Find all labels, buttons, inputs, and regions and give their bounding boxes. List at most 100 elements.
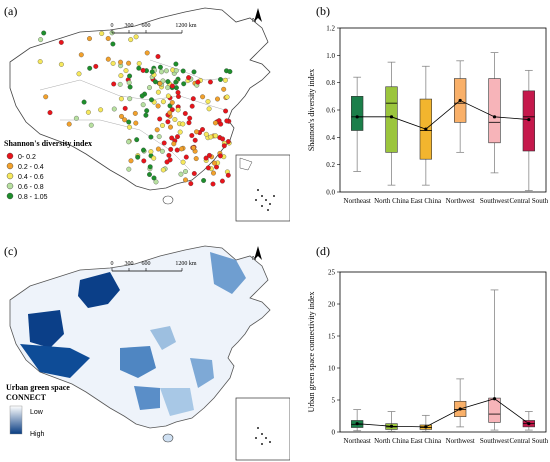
sample-point	[206, 106, 212, 112]
sample-point	[38, 37, 44, 43]
sample-point	[221, 86, 227, 92]
y-tick-label: 1.2	[326, 25, 335, 33]
sample-point	[159, 148, 165, 154]
sample-point	[143, 112, 149, 118]
sample-point	[128, 158, 134, 164]
legend-gradient-c	[9, 405, 23, 435]
sample-point	[133, 120, 139, 126]
panel-label-d: (d)	[316, 244, 330, 258]
sample-point	[136, 65, 142, 71]
legend-a: 0- 0.2 0.2 - 0.4 0.4 - 0.6 0.6 - 0.8 0.8 - 1…	[6, 152, 48, 201]
sample-point	[180, 121, 186, 127]
sample-point	[223, 108, 229, 114]
sample-point	[165, 85, 171, 91]
region-heilongjiang	[210, 252, 246, 294]
mean-point	[492, 115, 497, 119]
scale-tick: 600	[142, 261, 151, 267]
sample-point	[110, 60, 116, 66]
sample-point	[87, 36, 92, 42]
sample-point	[189, 133, 195, 138]
sample-point	[188, 181, 194, 187]
scale-tick: 1200 km	[175, 23, 197, 29]
sample-point	[43, 94, 49, 100]
sample-point	[140, 67, 146, 73]
sample-point	[122, 105, 128, 111]
sample-point	[156, 134, 162, 140]
sample-point	[224, 94, 230, 100]
sample-point	[155, 89, 161, 95]
sample-point	[66, 121, 72, 127]
y-tick-label: 0.6	[326, 107, 335, 115]
region-south	[160, 388, 194, 416]
x-tick-label: North China	[374, 197, 410, 205]
sample-point	[191, 145, 196, 151]
legend-swatch	[6, 182, 14, 190]
south-china-sea-inset-c	[235, 397, 290, 461]
sample-point	[183, 177, 188, 183]
sample-point	[218, 77, 223, 82]
sample-point	[175, 90, 181, 95]
sample-point	[160, 123, 165, 128]
sample-point	[123, 68, 129, 74]
sample-point	[221, 143, 227, 149]
sample-point	[88, 122, 94, 128]
sample-point	[144, 50, 150, 56]
china-outline-a	[9, 7, 271, 205]
sample-point	[154, 127, 160, 133]
sample-point	[126, 139, 132, 145]
chart-b: 0.0 0.2 0.4 0.6 0.8 1.0 1.2 Shannon's diversity…	[307, 25, 549, 206]
sample-point	[186, 120, 192, 126]
sample-point	[167, 110, 173, 116]
y-tick-label: 0.4	[326, 134, 335, 142]
sample-point	[175, 107, 181, 113]
sample-point	[127, 73, 133, 79]
sample-point	[157, 116, 163, 122]
scale-tick: 1200 km	[175, 261, 197, 267]
region-tibet	[20, 344, 90, 378]
box	[385, 86, 398, 153]
legend-label: 0- 0.2	[18, 154, 36, 161]
sample-point	[141, 147, 146, 153]
sample-point	[126, 60, 132, 66]
scale-tick: 0	[111, 261, 114, 267]
scale-tick: 300	[125, 261, 134, 267]
north-arrow-c: N	[252, 246, 262, 262]
sample-point	[164, 159, 170, 165]
sample-point	[73, 115, 79, 121]
sample-point	[118, 73, 124, 79]
sample-point	[193, 156, 199, 162]
sample-point	[205, 165, 211, 171]
sample-point	[219, 178, 225, 184]
legend-swatch	[6, 162, 14, 170]
mean-line	[357, 398, 530, 428]
north-arrow-a: N	[252, 8, 262, 24]
sample-point	[211, 170, 216, 176]
legend-title-c-line1: Urban green space	[6, 383, 70, 392]
sample-point	[148, 149, 154, 155]
y-tick-label: 5	[332, 397, 336, 405]
sample-point	[127, 124, 132, 130]
sample-point	[173, 79, 179, 85]
x-tick-label: Central South	[509, 437, 548, 445]
x-tick-label: North China	[374, 437, 410, 445]
y-tick-label: 1.0	[326, 52, 335, 60]
sample-point	[165, 93, 171, 99]
sample-point	[118, 96, 124, 102]
sample-point	[168, 124, 173, 130]
mean-point	[458, 98, 462, 103]
sample-point	[111, 81, 117, 87]
sample-point	[37, 59, 43, 65]
sample-point	[206, 152, 212, 158]
sample-point	[144, 108, 150, 114]
scale-bar-a: 0 300 600 1200 km	[111, 23, 197, 34]
box	[488, 78, 501, 144]
sample-point	[149, 97, 154, 103]
sample-point	[155, 103, 161, 109]
sample-point	[147, 164, 153, 170]
sample-point	[126, 119, 132, 125]
y-axis-label: Urban green space connectivity index	[307, 292, 316, 413]
y-axis-label: Shannon's diversity index	[307, 69, 316, 151]
sample-point	[211, 160, 217, 166]
sample-point	[215, 96, 220, 102]
sample-point	[153, 179, 159, 185]
